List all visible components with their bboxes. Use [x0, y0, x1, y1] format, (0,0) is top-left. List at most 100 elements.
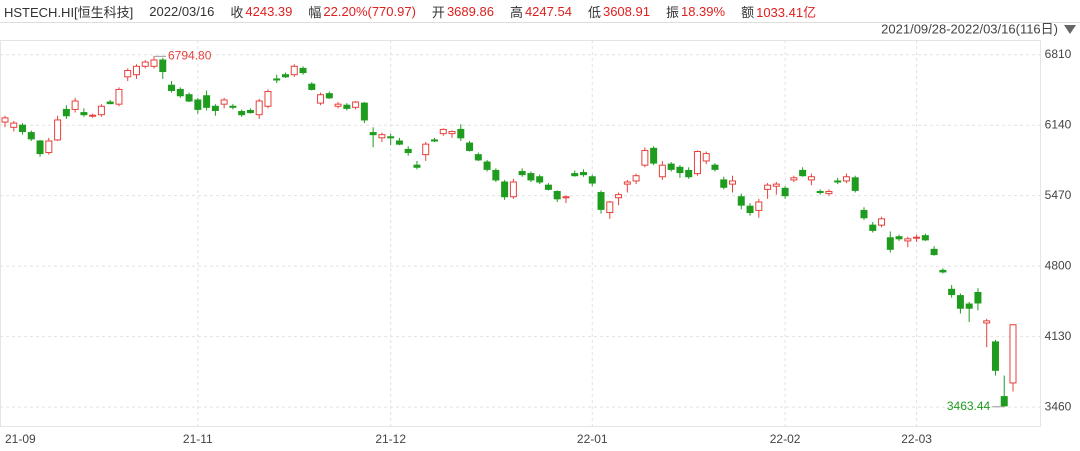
candle-body	[939, 269, 947, 273]
candle-body	[150, 59, 158, 67]
candle-body	[772, 183, 780, 187]
candle-body	[229, 105, 237, 108]
x-tick-label: 21-09	[5, 432, 36, 446]
x-tick-label: 21-11	[183, 432, 213, 446]
candle-body	[720, 179, 728, 188]
candle-body	[308, 83, 316, 90]
candle-body	[273, 78, 281, 81]
candle-body	[27, 132, 35, 140]
field-label: 开	[431, 4, 445, 20]
field-label: 额	[741, 4, 755, 20]
candle-body	[124, 70, 132, 78]
candle-body	[580, 172, 588, 176]
candle-body	[115, 88, 123, 105]
candle-body	[729, 180, 737, 185]
candle-body	[693, 151, 701, 175]
candle-body	[842, 176, 850, 182]
candle-body	[562, 196, 570, 199]
x-tick-label: 22-03	[901, 432, 932, 446]
candle-body	[80, 112, 88, 116]
candle-body	[544, 184, 552, 190]
field-value: 3608.91	[602, 3, 650, 19]
candle-body	[10, 122, 18, 128]
candle-body	[799, 169, 807, 177]
y-tick-label: 6140	[1045, 117, 1072, 131]
candle-body	[97, 105, 105, 116]
candle-body	[203, 95, 211, 108]
candle-body	[483, 161, 491, 170]
candle-body	[439, 128, 447, 135]
candle-body	[781, 187, 789, 197]
candle-body	[930, 248, 938, 256]
candle-body	[956, 295, 964, 309]
candle-body	[623, 181, 631, 185]
x-tick-label: 22-02	[770, 432, 801, 446]
candle-body	[702, 153, 710, 162]
field-label: 低	[587, 4, 601, 20]
candle-body	[168, 84, 176, 91]
candle-body	[755, 201, 763, 211]
candle-body	[246, 109, 254, 114]
candle-body	[211, 105, 219, 111]
candle-body	[895, 236, 903, 240]
candle-body	[132, 65, 140, 76]
candle-body	[474, 154, 482, 161]
candle-body	[220, 99, 228, 105]
candle-body	[194, 99, 202, 110]
candle-body	[904, 238, 912, 242]
candle-body	[807, 176, 815, 181]
candle-body	[71, 100, 79, 110]
candle-body	[281, 74, 289, 78]
field-value: 22.20%(770.97)	[323, 3, 416, 19]
candle-body	[255, 100, 263, 116]
candle-body	[360, 102, 368, 121]
candle-body	[422, 143, 430, 156]
symbol: HSTECH.HI[恒生科技]	[4, 4, 134, 20]
candle-body	[886, 237, 894, 250]
candle-body	[62, 108, 70, 117]
candle-body	[106, 101, 114, 105]
candle-body	[641, 149, 649, 166]
candle-body	[45, 140, 53, 154]
candle-body	[685, 169, 693, 178]
candle-body	[650, 147, 658, 164]
candle-body	[1, 117, 9, 123]
candle-body	[492, 169, 500, 181]
candle-body	[1009, 324, 1017, 384]
candle-body	[746, 205, 754, 214]
candle-body	[878, 218, 886, 226]
candle-body	[387, 136, 395, 139]
y-tick-label: 3460	[1045, 399, 1072, 413]
plot-frame	[0, 40, 1041, 427]
field-value: 4247.54	[524, 3, 572, 19]
field-value: 4243.39	[245, 3, 293, 19]
candle-body	[141, 61, 149, 67]
candle-body	[869, 224, 877, 231]
candle-body	[159, 59, 167, 73]
candle-body	[54, 119, 62, 141]
candle-body	[185, 94, 193, 102]
candle-body	[860, 209, 868, 219]
candle-body	[667, 163, 675, 170]
x-tick-label: 21-12	[375, 432, 406, 446]
range-dropdown[interactable]	[1064, 25, 1076, 34]
candle-body	[238, 111, 246, 116]
candle-body	[553, 190, 561, 200]
candle-body	[176, 88, 184, 97]
candle-body	[983, 320, 991, 324]
candle-body	[518, 170, 526, 176]
candle-body	[825, 190, 833, 195]
candle-body	[921, 235, 929, 241]
field-value: 3689.86	[446, 3, 494, 19]
candle-body	[597, 192, 605, 210]
candle-body	[658, 164, 666, 178]
candle-body	[571, 173, 579, 177]
y-tick-label: 4800	[1045, 258, 1072, 272]
candle-body	[737, 196, 745, 206]
field-value: 1033.41亿	[756, 4, 817, 20]
range-label: 2021/09/28-2022/03/16(116日)	[881, 21, 1058, 36]
candle-body	[1000, 396, 1008, 407]
candle-body	[913, 236, 921, 239]
candle-body	[764, 184, 772, 190]
candle-body	[509, 181, 517, 198]
